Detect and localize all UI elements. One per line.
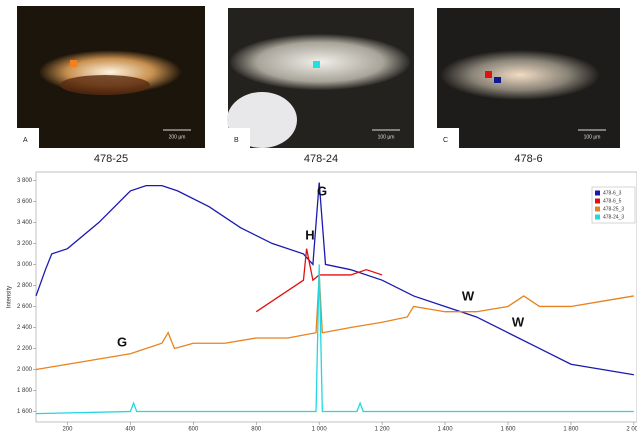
photo-c [437, 8, 620, 148]
annotation: G [317, 183, 327, 198]
legend-swatch [595, 207, 600, 212]
scale-label: 200 µm [169, 134, 186, 140]
y-tick-label: 2 400 [17, 325, 33, 331]
x-tick-label: 1 600 [500, 427, 516, 433]
y-tick-label: 2 800 [17, 283, 33, 289]
y-tick-label: 3 400 [17, 220, 33, 226]
x-tick-label: 400 [125, 427, 136, 433]
caption: 478-6 [514, 153, 542, 165]
legend-swatch [595, 191, 600, 196]
legend-swatch [595, 215, 600, 220]
y-tick-label: 1 600 [17, 409, 33, 415]
annotation: W [512, 314, 525, 329]
y-tick-label: 3 600 [17, 199, 33, 205]
legend-label: 478-25_3 [603, 206, 624, 212]
plot-frame [36, 172, 637, 422]
y-tick-label: 3 000 [17, 262, 33, 268]
panel-label: C [443, 137, 448, 144]
panel-label-box [17, 128, 39, 148]
annotation: H [305, 227, 314, 242]
x-tick-label: 1 000 [312, 427, 328, 433]
panel-label: B [234, 137, 239, 144]
scale-label: 100 µm [584, 134, 601, 140]
y-tick-label: 1 800 [17, 388, 33, 394]
annotation: G [117, 334, 127, 349]
x-tick-label: 2 000 [626, 427, 637, 433]
x-tick-label: 200 [62, 427, 73, 433]
y-axis-label: Intensity [7, 286, 13, 308]
caption: 478-25 [94, 153, 128, 165]
legend-label: 478-6_5 [603, 198, 622, 204]
legend-label: 478-24_3 [603, 214, 624, 220]
panel-label-box [228, 128, 250, 148]
figure: A 200 µm 478-25 B 100 µm 478-24 C 100 µm 478-6 I… [0, 0, 637, 433]
x-tick-label: 1 400 [438, 427, 454, 433]
scale-label: 100 µm [378, 134, 395, 140]
x-tick-label: 1 200 [375, 427, 391, 433]
legend-label: 478-6_3 [603, 190, 622, 196]
x-tick-label: 1 800 [563, 427, 579, 433]
y-tick-label: 2 600 [17, 304, 33, 310]
x-tick-label: 800 [251, 427, 262, 433]
photo-a [17, 6, 205, 148]
y-tick-label: 3 800 [17, 178, 33, 184]
y-tick-label: 2 000 [17, 367, 33, 373]
annotation: W [462, 288, 475, 303]
panel-label: A [23, 137, 28, 144]
caption: 478-24 [304, 153, 338, 165]
photo-b [227, 8, 414, 148]
x-tick-label: 600 [188, 427, 199, 433]
series-line [36, 275, 634, 370]
y-tick-label: 3 200 [17, 241, 33, 247]
legend-swatch [595, 199, 600, 204]
y-tick-label: 2 200 [17, 346, 33, 352]
